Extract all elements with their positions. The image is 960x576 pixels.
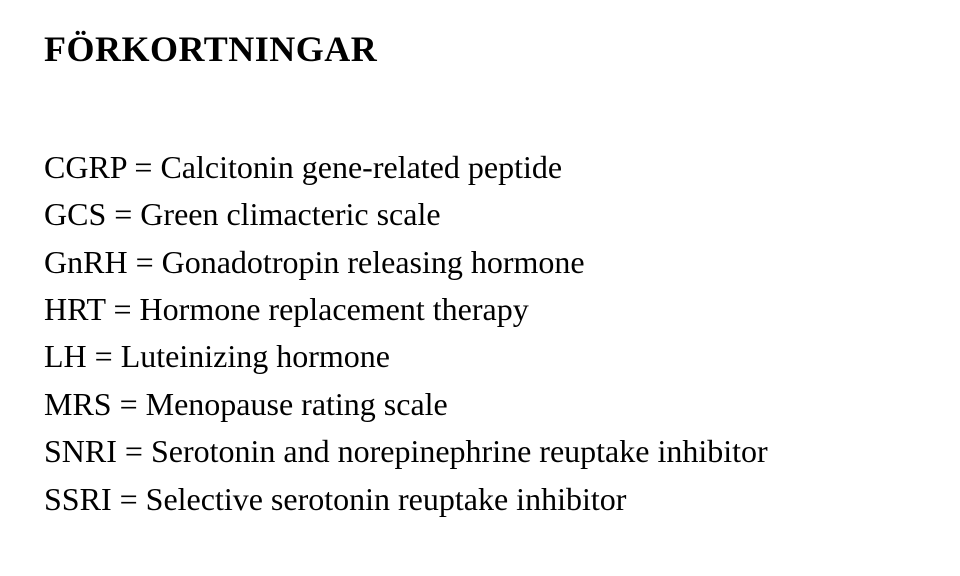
list-item: CGRP = Calcitonin gene-related peptide xyxy=(44,144,916,191)
list-item: HRT = Hormone replacement therapy xyxy=(44,286,916,333)
list-item: GCS = Green climacteric scale xyxy=(44,191,916,238)
list-item: SSRI = Selective serotonin reuptake inhi… xyxy=(44,476,916,523)
list-item: LH = Luteinizing hormone xyxy=(44,333,916,380)
abbreviation-list: CGRP = Calcitonin gene-related peptide G… xyxy=(44,144,916,523)
list-item: GnRH = Gonadotropin releasing hormone xyxy=(44,239,916,286)
page-title: FÖRKORTNINGAR xyxy=(44,28,916,70)
list-item: MRS = Menopause rating scale xyxy=(44,381,916,428)
list-item: SNRI = Serotonin and norepinephrine reup… xyxy=(44,428,916,475)
